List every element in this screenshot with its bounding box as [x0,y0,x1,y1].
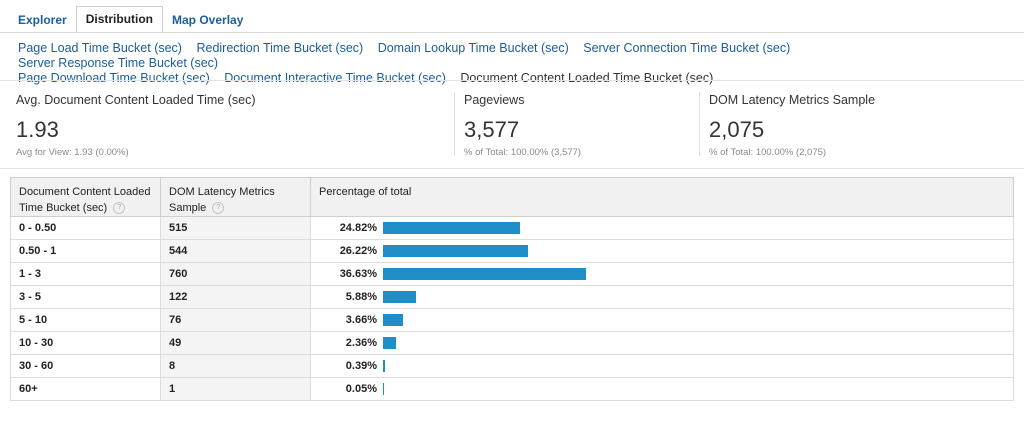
table-row: 60+ 1 0.05% [10,377,1014,401]
percentage-cell: 3.66% [310,308,1014,332]
sample-cell: 760 [160,262,311,286]
bucket-link-page-download[interactable]: Page Download Time Bucket (sec) [18,71,210,85]
bucket-selector: Page Load Time Bucket (sec) Redirection … [18,41,1008,86]
table-header-row: Document Content Loaded Time Bucket (sec… [10,177,1014,217]
percentage-bar [383,245,528,258]
tab-distribution[interactable]: Distribution [75,6,164,33]
bucket-link-document-interactive[interactable]: Document Interactive Time Bucket (sec) [224,71,446,85]
percentage-cell: 36.63% [310,262,1014,286]
metric-pageviews: Pageviews 3,577 % of Total: 100.00% (3,5… [464,93,581,158]
percentage-cell: 0.05% [310,377,1014,401]
percentage-bar [383,314,403,327]
bucket-link-page-load[interactable]: Page Load Time Bucket (sec) [18,41,182,55]
bucket-cell: 1 - 3 [10,262,161,286]
metric-dom-sample: DOM Latency Metrics Sample 2,075 % of To… [709,93,875,158]
bucket-row-2: Page Download Time Bucket (sec) Document… [18,71,1008,86]
column-header-label: Document Content Loaded Time Bucket (sec… [19,186,151,214]
column-header-bucket: Document Content Loaded Time Bucket (sec… [10,177,161,217]
metric-label: Avg. Document Content Loaded Time (sec) [16,93,256,107]
bucket-current-selection: Document Content Loaded Time Bucket (sec… [460,71,714,85]
percentage-bar [383,383,384,396]
bucket-row-1: Page Load Time Bucket (sec) Redirection … [18,41,1008,71]
percentage-cell: 5.88% [310,285,1014,309]
percentage-label: 24.82% [339,221,377,234]
bucket-cell: 30 - 60 [10,354,161,378]
section-divider [0,168,1024,169]
sample-cell: 8 [160,354,311,378]
metric-value: 2,075 [709,117,765,142]
bucket-link-redirection[interactable]: Redirection Time Bucket (sec) [196,41,364,55]
tab-map-overlay[interactable]: Map Overlay [172,13,244,27]
bucket-link-domain-lookup[interactable]: Domain Lookup Time Bucket (sec) [377,41,569,55]
metric-value: 1.93 [16,117,59,142]
percentage-label: 2.36% [345,336,377,349]
sample-cell: 515 [160,216,311,240]
percentage-bar [383,337,396,350]
table-row: 1 - 3 760 36.63% [10,262,1014,286]
section-divider [0,80,1024,81]
percentage-label: 26.22% [339,244,377,257]
metric-subtext: % of Total: 100.00% (3,577) [464,147,582,158]
bucket-cell: 5 - 10 [10,308,161,332]
table-row: 30 - 60 8 0.39% [10,354,1014,378]
table-row: 10 - 30 49 2.36% [10,331,1014,355]
metric-divider [699,92,700,156]
bucket-cell: 3 - 5 [10,285,161,309]
percentage-cell: 26.22% [310,239,1014,263]
percentage-bar [383,360,385,373]
table-row: 3 - 5 122 5.88% [10,285,1014,309]
help-icon[interactable]: ? [113,202,126,215]
percentage-label: 5.88% [345,290,377,303]
metric-subtext: % of Total: 100.00% (2,075) [709,147,827,158]
table-row: 0.50 - 1 544 26.22% [10,239,1014,263]
percentage-cell: 0.39% [310,354,1014,378]
percentage-label: 0.05% [345,382,377,395]
table-row: 0 - 0.50 515 24.82% [10,216,1014,240]
bucket-link-server-response[interactable]: Server Response Time Bucket (sec) [18,56,219,70]
view-tabs: Explorer Distribution Map Overlay [9,6,252,33]
metric-value: 3,577 [464,117,520,142]
percentage-bar [383,222,520,235]
column-header-label: Percentage of total [319,186,412,198]
sample-cell: 122 [160,285,311,309]
sample-cell: 76 [160,308,311,332]
percentage-label: 0.39% [345,359,377,372]
metric-avg-load-time: Avg. Document Content Loaded Time (sec) … [16,93,255,158]
metric-label: DOM Latency Metrics Sample [709,93,876,107]
bucket-link-server-connection[interactable]: Server Connection Time Bucket (sec) [583,41,791,55]
percentage-label: 36.63% [339,267,377,280]
column-header-label: DOM Latency Metrics Sample [169,186,275,214]
column-header-percentage: Percentage of total [310,177,1014,217]
sample-cell: 49 [160,331,311,355]
sample-cell: 544 [160,239,311,263]
percentage-label: 3.66% [345,313,377,326]
distribution-table: Document Content Loaded Time Bucket (sec… [10,177,1014,401]
sample-cell: 1 [160,377,311,401]
percentage-cell: 2.36% [310,331,1014,355]
percentage-bar [383,268,586,281]
tab-divider [0,32,1024,33]
bucket-cell: 0.50 - 1 [10,239,161,263]
table-row: 5 - 10 76 3.66% [10,308,1014,332]
bucket-cell: 60+ [10,377,161,401]
help-icon[interactable]: ? [212,202,225,215]
column-header-sample: DOM Latency Metrics Sample ? [160,177,311,217]
metric-label: Pageviews [464,93,525,107]
metric-subtext: Avg for View: 1.93 (0.00%) [16,147,129,158]
metric-divider [454,92,455,156]
percentage-bar [383,291,416,304]
tab-explorer[interactable]: Explorer [18,13,67,27]
bucket-cell: 10 - 30 [10,331,161,355]
bucket-cell: 0 - 0.50 [10,216,161,240]
percentage-cell: 24.82% [310,216,1014,240]
